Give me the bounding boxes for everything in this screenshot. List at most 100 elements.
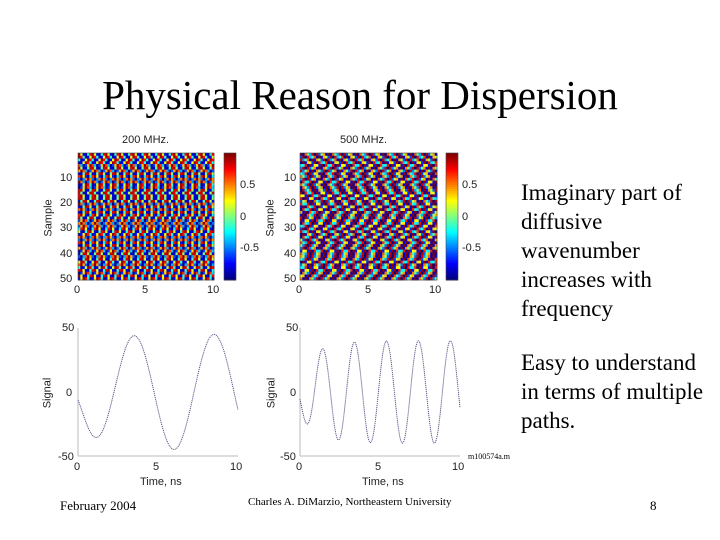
heatmap-cell bbox=[313, 202, 317, 206]
heatmap-cell bbox=[207, 216, 210, 220]
heatmap-cell bbox=[155, 210, 158, 215]
heatmap-cell bbox=[123, 233, 126, 237]
heatmap-cell bbox=[418, 186, 422, 190]
heatmap-cell bbox=[93, 194, 97, 198]
heatmap-cell bbox=[357, 161, 360, 165]
heatmap-cell bbox=[186, 246, 190, 251]
heatmap-cell bbox=[118, 188, 122, 193]
heatmap-cell bbox=[366, 155, 369, 159]
heatmap-cell bbox=[177, 224, 181, 228]
heatmap-cell bbox=[186, 158, 190, 162]
heatmap-cell bbox=[152, 205, 156, 209]
heatmap-cell bbox=[152, 252, 156, 256]
heatmap-cell bbox=[322, 249, 326, 253]
heatmap-cell bbox=[127, 249, 131, 253]
heatmap-cell bbox=[204, 246, 208, 251]
heatmap-cell bbox=[320, 186, 324, 190]
heatmap-cell bbox=[386, 244, 390, 248]
heatmap-cell bbox=[112, 230, 115, 234]
heatmap-cell bbox=[98, 210, 102, 215]
heatmap-cell bbox=[80, 235, 83, 239]
heatmap-cell bbox=[152, 188, 156, 193]
heatmap-cell bbox=[322, 252, 326, 256]
heatmap-cell bbox=[414, 210, 417, 215]
heatmap-cell bbox=[82, 230, 86, 234]
heatmap-cell bbox=[430, 249, 433, 253]
heatmap-cell bbox=[391, 172, 395, 176]
heatmap-cell bbox=[166, 222, 170, 226]
heatmap-cell bbox=[347, 194, 351, 198]
heatmap-cell bbox=[198, 175, 201, 179]
heatmap-cell bbox=[343, 249, 347, 253]
heatmap-cell bbox=[130, 277, 133, 281]
heatmap-cell bbox=[173, 177, 176, 182]
heatmap-cell bbox=[363, 183, 367, 187]
heatmap-cell bbox=[186, 266, 190, 270]
heatmap-cell bbox=[345, 188, 349, 193]
heatmap-cell bbox=[373, 224, 376, 228]
heatmap-cell bbox=[96, 158, 99, 162]
heatmap-cell bbox=[134, 235, 138, 239]
heatmap-cell bbox=[434, 191, 438, 195]
heatmap-cell bbox=[102, 268, 106, 273]
heatmap-cell bbox=[306, 233, 310, 237]
heatmap-cell bbox=[157, 235, 160, 239]
heatmap-cell bbox=[423, 219, 426, 223]
heatmap-cell bbox=[211, 188, 215, 193]
heatmap-cell bbox=[334, 180, 337, 184]
heatmap-cell bbox=[91, 238, 95, 242]
heatmap-cell bbox=[195, 172, 199, 176]
heatmap-cell bbox=[207, 197, 210, 201]
heatmap-cell bbox=[306, 197, 310, 201]
heatmap-cell bbox=[159, 216, 163, 220]
heatmap-cell bbox=[331, 249, 335, 253]
heatmap-cell bbox=[141, 257, 145, 262]
heatmap-cell bbox=[350, 249, 353, 253]
heatmap-cell bbox=[322, 158, 326, 162]
heatmap-cell bbox=[300, 158, 303, 162]
heatmap-cell bbox=[409, 224, 413, 228]
heatmap-cell bbox=[150, 268, 154, 273]
heatmap-cell bbox=[338, 202, 342, 206]
heatmap-cell bbox=[352, 172, 356, 176]
heatmap-cell bbox=[427, 180, 431, 184]
heatmap-cell bbox=[414, 249, 417, 253]
heatmap-cell bbox=[93, 263, 97, 267]
heatmap-cell bbox=[359, 164, 363, 168]
heatmap-cell bbox=[432, 177, 436, 182]
heatmap-cell bbox=[139, 199, 142, 204]
heatmap-cell bbox=[107, 166, 111, 170]
heatmap-cell bbox=[357, 205, 360, 209]
heatmap-cell bbox=[352, 216, 356, 220]
heatmap-cell bbox=[368, 153, 372, 157]
heatmap-cell bbox=[354, 177, 358, 182]
heatmap-cell bbox=[418, 169, 422, 173]
heatmap-cell bbox=[175, 202, 179, 206]
heatmap-cell bbox=[361, 249, 365, 253]
heatmap-cell bbox=[116, 246, 120, 251]
heatmap-cell bbox=[418, 233, 422, 237]
heatmap-cell bbox=[150, 235, 154, 239]
heatmap-cell bbox=[139, 252, 142, 256]
heatmap-cell bbox=[322, 238, 326, 242]
heatmap-cell bbox=[80, 188, 83, 193]
heatmap-cell bbox=[304, 166, 308, 170]
heatmap-cell bbox=[193, 219, 197, 223]
heatmap-cell bbox=[331, 246, 335, 251]
heatmap-cell bbox=[427, 238, 431, 242]
heatmap-cell bbox=[168, 158, 172, 162]
heatmap-cell bbox=[304, 219, 308, 223]
heatmap-cell bbox=[343, 191, 347, 195]
heatmap-cell bbox=[195, 266, 199, 270]
heatmap-cell bbox=[300, 153, 303, 157]
heatmap-cell bbox=[393, 216, 397, 220]
heatmap-cell bbox=[204, 199, 208, 204]
heatmap-cell bbox=[211, 166, 215, 170]
heatmap-cell bbox=[347, 246, 351, 251]
heatmap-cell bbox=[78, 233, 81, 237]
heatmap-cell bbox=[157, 183, 160, 187]
heatmap-cell bbox=[170, 169, 174, 173]
heatmap-cell bbox=[193, 186, 197, 190]
heatmap-cell bbox=[189, 238, 192, 242]
heatmap-cell bbox=[80, 210, 83, 215]
